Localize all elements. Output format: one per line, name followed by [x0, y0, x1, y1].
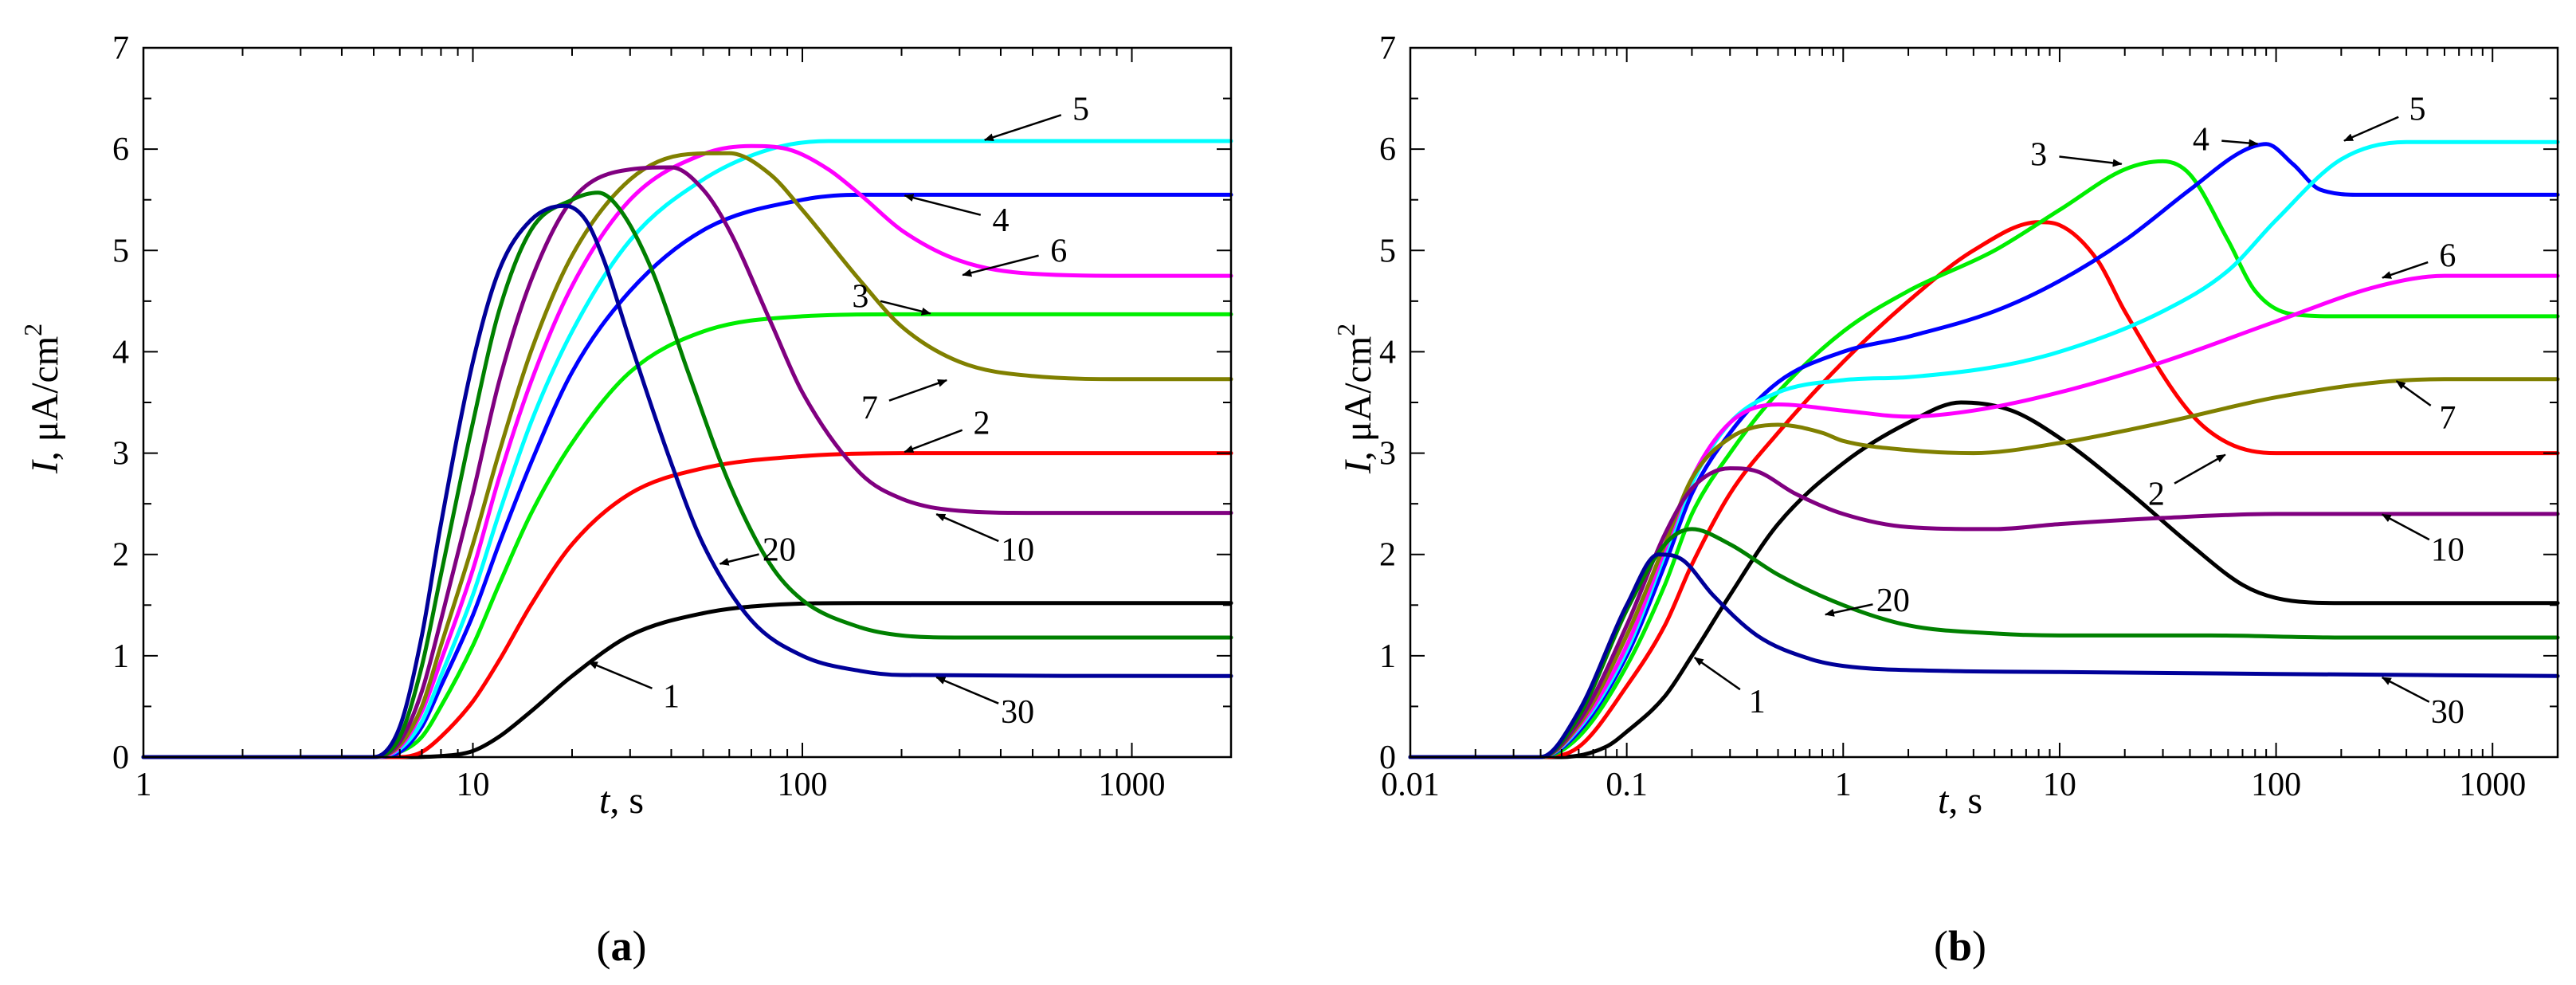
series-line-5: [1408, 139, 2560, 759]
annotation-arrow-7: [888, 379, 948, 402]
annotation-arrow-3: [2059, 155, 2123, 167]
y-axis-label: I, μA/cm2: [18, 324, 66, 474]
annotation-label-20: 20: [1876, 583, 1910, 619]
y-tick-label: 3: [112, 436, 129, 473]
annotation-arrow-30: [935, 676, 999, 704]
y-tick-label: 4: [1379, 334, 1396, 371]
y-tick-label: 0: [112, 740, 129, 776]
series-line-5: [141, 139, 1233, 759]
annotation-label-7: 7: [861, 390, 878, 426]
annotation-arrow-4: [2221, 139, 2259, 147]
y-tick-label: 7: [1379, 30, 1396, 67]
series-line-10: [1408, 466, 2560, 759]
x-tick-label: 1000: [2459, 767, 2526, 803]
annotation-arrow-1: [587, 661, 653, 689]
panel-label: (a): [597, 922, 647, 970]
annotation-label-5: 5: [2409, 91, 2426, 128]
panel-label: (b): [1934, 922, 1986, 970]
series-line-3: [1408, 159, 2560, 759]
annotation-label-30: 30: [1001, 694, 1034, 731]
annotation-arrow-6: [2382, 261, 2429, 279]
annotation-label-5: 5: [1072, 91, 1089, 128]
series-line-10: [141, 165, 1233, 759]
x-axis-label: t, s: [1938, 779, 1982, 822]
y-tick-label: 2: [112, 537, 129, 574]
y-tick-label: 5: [112, 233, 129, 269]
series-line-2: [1408, 220, 2560, 759]
annotation-arrow-6: [962, 254, 1039, 277]
y-tick-label: 1: [1379, 638, 1396, 675]
annotation-arrow-20: [719, 553, 759, 566]
annotation-label-2: 2: [2148, 476, 2165, 512]
series-line-1: [141, 601, 1233, 759]
x-tick-label: 10: [2043, 767, 2076, 803]
annotation-arrow-2: [904, 429, 963, 453]
annotation-arrow-30: [2381, 677, 2430, 703]
annotation-label-1: 1: [663, 679, 680, 716]
series-line-7: [141, 151, 1233, 759]
y-tick-label: 6: [112, 131, 129, 168]
y-tick-label: 5: [1379, 233, 1396, 269]
annotation-arrow-7: [2395, 380, 2432, 406]
annotation-label-4: 4: [992, 202, 1009, 239]
x-tick-label: 0.1: [1606, 767, 1648, 803]
annotation-arrow-5: [983, 114, 1062, 142]
x-tick-label: 1: [1835, 767, 1852, 803]
series-line-4: [141, 192, 1233, 759]
x-tick-label: 100: [778, 767, 828, 803]
annotation-arrow-3: [880, 300, 931, 316]
x-tick-label: 1000: [1099, 767, 1166, 803]
y-tick-label: 7: [112, 30, 129, 67]
annotation-label-20: 20: [763, 532, 796, 568]
annotation-label-10: 10: [2431, 532, 2464, 568]
annotation-arrow-10: [2381, 513, 2430, 541]
annotation-label-1: 1: [1749, 684, 1766, 720]
y-tick-label: 4: [112, 334, 129, 371]
series-line-4: [1408, 142, 2560, 759]
annotation-label-2: 2: [973, 405, 990, 441]
series-line-6: [1408, 273, 2560, 759]
annotation-label-10: 10: [1001, 532, 1034, 568]
series-line-3: [141, 312, 1233, 759]
annotation-arrow-20: [1824, 603, 1873, 617]
series-line-30: [141, 203, 1233, 759]
annotation-arrow-4: [904, 194, 982, 216]
x-tick-label: 1: [135, 767, 152, 803]
annotation-arrow-10: [935, 513, 999, 543]
annotation-label-7: 7: [2439, 400, 2456, 437]
annotation-arrow-1: [1693, 657, 1741, 691]
x-tick-label: 10: [457, 767, 490, 803]
y-tick-label: 3: [1379, 436, 1396, 473]
x-axis-label: t, s: [599, 779, 644, 822]
x-tick-label: 0.01: [1381, 767, 1440, 803]
y-tick-label: 1: [112, 638, 129, 675]
series-line-30: [1408, 552, 2560, 759]
annotation-label-30: 30: [2431, 694, 2464, 731]
series-line-7: [1408, 377, 2560, 759]
series-line-20: [1408, 527, 2560, 759]
series-line-20: [141, 190, 1233, 759]
annotation-label-6: 6: [1050, 233, 1067, 269]
y-tick-label: 2: [1379, 537, 1396, 574]
annotation-arrow-5: [2343, 116, 2399, 142]
annotation-label-3: 3: [2030, 137, 2047, 174]
annotation-label-3: 3: [852, 279, 868, 316]
annotation-label-6: 6: [2439, 238, 2456, 275]
x-tick-label: 100: [2251, 767, 2301, 803]
series-line-2: [141, 451, 1233, 759]
y-axis-label: I, μA/cm2: [1331, 324, 1379, 474]
annotation-arrow-2: [2174, 453, 2226, 485]
y-tick-label: 6: [1379, 131, 1396, 168]
annotation-label-4: 4: [2193, 121, 2209, 158]
y-tick-label: 0: [1379, 740, 1396, 776]
